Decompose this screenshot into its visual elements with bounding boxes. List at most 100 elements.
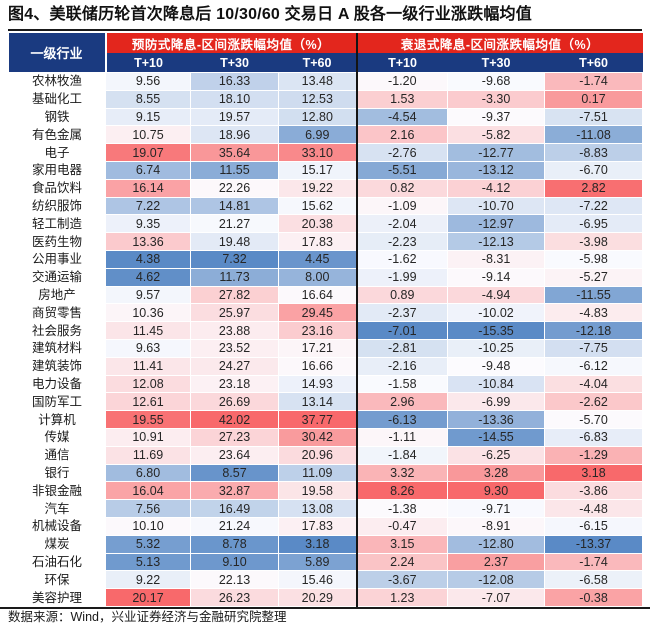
- value-cell: 8.55: [105, 89, 191, 109]
- value-cell: -2.81: [355, 338, 449, 358]
- value-cell: 22.13: [190, 570, 279, 590]
- data-source-note: 数据来源：Wind，兴业证券经济与金融研究院整理: [8, 609, 287, 624]
- value-cell: 15.17: [277, 160, 358, 180]
- value-cell: -12.18: [544, 321, 644, 340]
- value-cell: -5.70: [544, 410, 644, 429]
- value-cell: 42.02: [190, 410, 279, 429]
- table-row: 汽车 7.56 16.49 13.08 -1.38 -9.71 -4.48: [8, 499, 644, 518]
- industry-returns-heatmap-table: 一级行业 预防式降息-区间涨跌幅均值（%） 衰退式降息-区间涨跌幅均值（%） T…: [8, 33, 644, 607]
- industry-cell: 轻工制造: [8, 214, 106, 234]
- value-cell: -2.62: [544, 392, 644, 412]
- value-cell: -5.27: [544, 267, 644, 287]
- value-cell: 17.83: [277, 516, 358, 536]
- value-cell: 19.55: [105, 410, 191, 429]
- table-row: 家用电器 6.74 11.55 15.17 -5.51 -13.12 -6.70: [8, 160, 644, 180]
- value-cell: -9.14: [447, 267, 546, 287]
- value-cell: 17.21: [277, 338, 358, 358]
- value-cell: 9.57: [105, 285, 191, 305]
- value-cell: 2.82: [544, 178, 644, 198]
- preventive-cut-group-header: 预防式降息-区间涨跌幅均值（%）: [105, 33, 357, 53]
- value-cell: 33.10: [277, 143, 358, 162]
- value-cell: 15.46: [277, 570, 358, 590]
- value-cell: 19.58: [277, 481, 358, 501]
- value-cell: -1.99: [355, 267, 449, 287]
- value-cell: -11.08: [544, 125, 644, 145]
- value-cell: -10.84: [447, 374, 546, 394]
- value-cell: 3.32: [355, 463, 449, 483]
- industry-cell: 建筑材料: [8, 338, 106, 358]
- industry-cell: 基础化工: [8, 89, 106, 109]
- value-cell: 37.77: [277, 410, 358, 429]
- table-row: 农林牧渔 9.56 16.33 13.48 -1.20 -9.68 -1.74: [8, 72, 644, 91]
- value-cell: -8.31: [447, 249, 546, 269]
- value-cell: 19.48: [190, 232, 279, 251]
- value-cell: 14.81: [190, 196, 279, 216]
- value-cell: 20.29: [277, 588, 358, 607]
- value-cell: 3.18: [277, 534, 358, 554]
- value-cell: -13.12: [447, 160, 546, 180]
- value-cell: -4.04: [544, 374, 644, 394]
- value-cell: -10.25: [447, 338, 546, 358]
- value-cell: 15.62: [277, 196, 358, 216]
- value-cell: 23.16: [277, 321, 358, 340]
- value-cell: -6.13: [355, 410, 449, 429]
- value-cell: 11.41: [105, 356, 191, 376]
- value-cell: 13.36: [105, 232, 191, 251]
- industry-cell: 美容护理: [8, 588, 106, 607]
- value-cell: -7.07: [447, 588, 546, 607]
- preventive-t30-header: T+30: [190, 53, 279, 73]
- table-row: 美容护理 20.17 26.23 20.29 1.23 -7.07 -0.38: [8, 588, 644, 607]
- value-cell: -8.91: [447, 516, 546, 536]
- value-cell: -9.48: [447, 356, 546, 376]
- industry-cell: 公用事业: [8, 249, 106, 269]
- value-cell: 16.14: [105, 178, 191, 198]
- value-cell: 3.28: [447, 463, 546, 483]
- preventive-t10-header: T+10: [105, 53, 191, 73]
- value-cell: 2.96: [355, 392, 449, 412]
- industry-cell: 电力设备: [8, 374, 106, 394]
- table-body: 农林牧渔 9.56 16.33 13.48 -1.20 -9.68 -1.74 基础化工 8.5…: [8, 72, 644, 607]
- industry-cell: 银行: [8, 463, 106, 483]
- industry-cell: 传媒: [8, 427, 106, 447]
- value-cell: 32.87: [190, 481, 279, 501]
- value-cell: -5.51: [355, 160, 449, 180]
- industry-cell: 电子: [8, 143, 106, 162]
- value-cell: 8.26: [355, 481, 449, 501]
- value-cell: 14.93: [277, 374, 358, 394]
- value-cell: 2.16: [355, 125, 449, 145]
- value-cell: -10.02: [447, 303, 546, 323]
- value-cell: 0.82: [355, 178, 449, 198]
- value-cell: -6.83: [544, 427, 644, 447]
- value-cell: 35.64: [190, 143, 279, 162]
- table-row: 建筑材料 9.63 23.52 17.21 -2.81 -10.25 -7.75: [8, 338, 644, 358]
- value-cell: 16.49: [190, 499, 279, 518]
- value-cell: -13.36: [447, 410, 546, 429]
- value-cell: -1.74: [544, 72, 644, 91]
- value-cell: -11.55: [544, 285, 644, 305]
- value-cell: 23.88: [190, 321, 279, 340]
- value-cell: 2.24: [355, 552, 449, 572]
- value-cell: 12.61: [105, 392, 191, 412]
- industry-cell: 家用电器: [8, 160, 106, 180]
- value-cell: -12.08: [447, 570, 546, 590]
- industry-cell: 石油石化: [8, 552, 106, 572]
- table-row: 医药生物 13.36 19.48 17.83 -2.23 -12.13 -3.98: [8, 232, 644, 251]
- value-cell: -4.48: [544, 499, 644, 518]
- table-row: 传媒 10.91 27.23 30.42 -1.11 -14.55 -6.83: [8, 427, 644, 447]
- value-cell: 27.23: [190, 427, 279, 447]
- value-cell: 25.97: [190, 303, 279, 323]
- value-cell: -12.97: [447, 214, 546, 234]
- industry-cell: 钢铁: [8, 107, 106, 127]
- value-cell: 9.63: [105, 338, 191, 358]
- value-cell: -0.38: [544, 588, 644, 607]
- value-cell: -12.80: [447, 534, 546, 554]
- table-row: 房地产 9.57 27.82 16.64 0.89 -4.94 -11.55: [8, 285, 644, 305]
- value-cell: -13.37: [544, 534, 644, 554]
- value-cell: -1.38: [355, 499, 449, 518]
- value-cell: -7.51: [544, 107, 644, 127]
- table-row: 公用事业 4.38 7.32 4.45 -1.62 -8.31 -5.98: [8, 249, 644, 269]
- value-cell: 16.04: [105, 481, 191, 501]
- value-cell: -7.22: [544, 196, 644, 216]
- value-cell: 26.23: [190, 588, 279, 607]
- value-cell: 13.48: [277, 72, 358, 91]
